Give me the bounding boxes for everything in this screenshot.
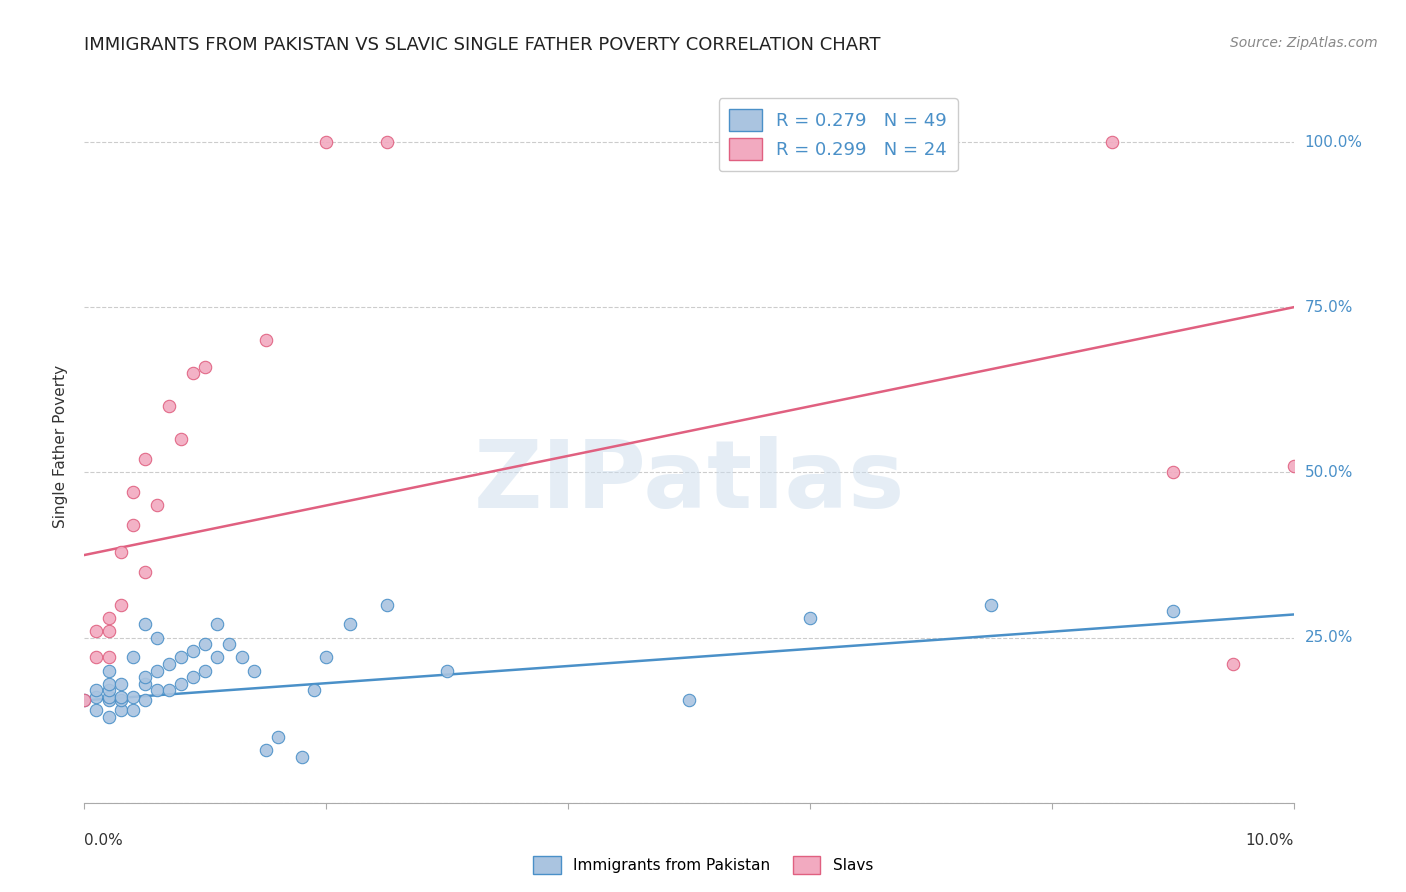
Point bbox=[146, 631, 169, 645]
Point bbox=[97, 611, 120, 625]
Point bbox=[97, 683, 120, 698]
Point bbox=[375, 598, 398, 612]
Point bbox=[170, 677, 193, 691]
Legend: R = 0.279   N = 49, R = 0.299   N = 24: R = 0.279 N = 49, R = 0.299 N = 24 bbox=[718, 98, 957, 171]
Point bbox=[97, 710, 120, 724]
Point bbox=[254, 333, 277, 347]
Text: 0.0%: 0.0% bbox=[84, 833, 124, 848]
Point bbox=[157, 657, 180, 671]
Point bbox=[97, 624, 120, 638]
Point bbox=[110, 545, 132, 559]
Text: 100.0%: 100.0% bbox=[1305, 135, 1362, 150]
Point bbox=[315, 650, 337, 665]
Point bbox=[134, 565, 156, 579]
Point bbox=[218, 637, 240, 651]
Point bbox=[110, 598, 132, 612]
Point bbox=[134, 670, 156, 684]
Point bbox=[181, 670, 204, 684]
Point bbox=[97, 693, 120, 707]
Point bbox=[339, 617, 361, 632]
Point bbox=[254, 743, 277, 757]
Point bbox=[291, 749, 314, 764]
Text: 75.0%: 75.0% bbox=[1305, 300, 1353, 315]
Point bbox=[375, 135, 398, 149]
Point bbox=[194, 637, 217, 651]
Point bbox=[134, 452, 156, 467]
Point bbox=[231, 650, 253, 665]
Point bbox=[1161, 604, 1184, 618]
Point bbox=[302, 683, 325, 698]
Point bbox=[157, 400, 180, 414]
Text: 10.0%: 10.0% bbox=[1246, 833, 1294, 848]
Point bbox=[1282, 458, 1305, 473]
Point bbox=[86, 650, 108, 665]
Point bbox=[315, 135, 337, 149]
Point bbox=[110, 690, 132, 704]
Y-axis label: Single Father Poverty: Single Father Poverty bbox=[53, 365, 69, 527]
Point bbox=[121, 703, 143, 717]
Point bbox=[1161, 466, 1184, 480]
Point bbox=[110, 703, 132, 717]
Text: IMMIGRANTS FROM PAKISTAN VS SLAVIC SINGLE FATHER POVERTY CORRELATION CHART: IMMIGRANTS FROM PAKISTAN VS SLAVIC SINGL… bbox=[84, 36, 882, 54]
Point bbox=[170, 433, 193, 447]
Point bbox=[134, 677, 156, 691]
Point bbox=[146, 499, 169, 513]
Text: ZIPatlas: ZIPatlas bbox=[474, 435, 904, 528]
Point bbox=[121, 690, 143, 704]
Point bbox=[97, 664, 120, 678]
Point bbox=[436, 664, 458, 678]
Point bbox=[242, 664, 264, 678]
Point bbox=[86, 683, 108, 698]
Point bbox=[799, 611, 821, 625]
Point bbox=[267, 730, 290, 744]
Point bbox=[207, 650, 229, 665]
Point bbox=[1222, 657, 1244, 671]
Point bbox=[86, 703, 108, 717]
Point bbox=[181, 367, 204, 381]
Point bbox=[170, 650, 193, 665]
Text: 25.0%: 25.0% bbox=[1305, 630, 1353, 645]
Point bbox=[194, 664, 217, 678]
Point bbox=[980, 598, 1002, 612]
Point bbox=[97, 690, 120, 704]
Point bbox=[110, 677, 132, 691]
Point bbox=[121, 485, 143, 500]
Point bbox=[146, 683, 169, 698]
Text: 50.0%: 50.0% bbox=[1305, 465, 1353, 480]
Point bbox=[110, 693, 132, 707]
Point bbox=[86, 690, 108, 704]
Point bbox=[97, 650, 120, 665]
Point bbox=[121, 518, 143, 533]
Point bbox=[73, 693, 96, 707]
Point bbox=[146, 664, 169, 678]
Point bbox=[86, 624, 108, 638]
Legend: Immigrants from Pakistan, Slavs: Immigrants from Pakistan, Slavs bbox=[527, 850, 879, 880]
Point bbox=[134, 693, 156, 707]
Point bbox=[1101, 135, 1123, 149]
Point bbox=[121, 650, 143, 665]
Point bbox=[157, 683, 180, 698]
Point bbox=[207, 617, 229, 632]
Point bbox=[73, 693, 96, 707]
Text: Source: ZipAtlas.com: Source: ZipAtlas.com bbox=[1230, 36, 1378, 50]
Point bbox=[678, 693, 700, 707]
Point bbox=[194, 359, 217, 374]
Point bbox=[134, 617, 156, 632]
Point bbox=[181, 644, 204, 658]
Point bbox=[97, 677, 120, 691]
